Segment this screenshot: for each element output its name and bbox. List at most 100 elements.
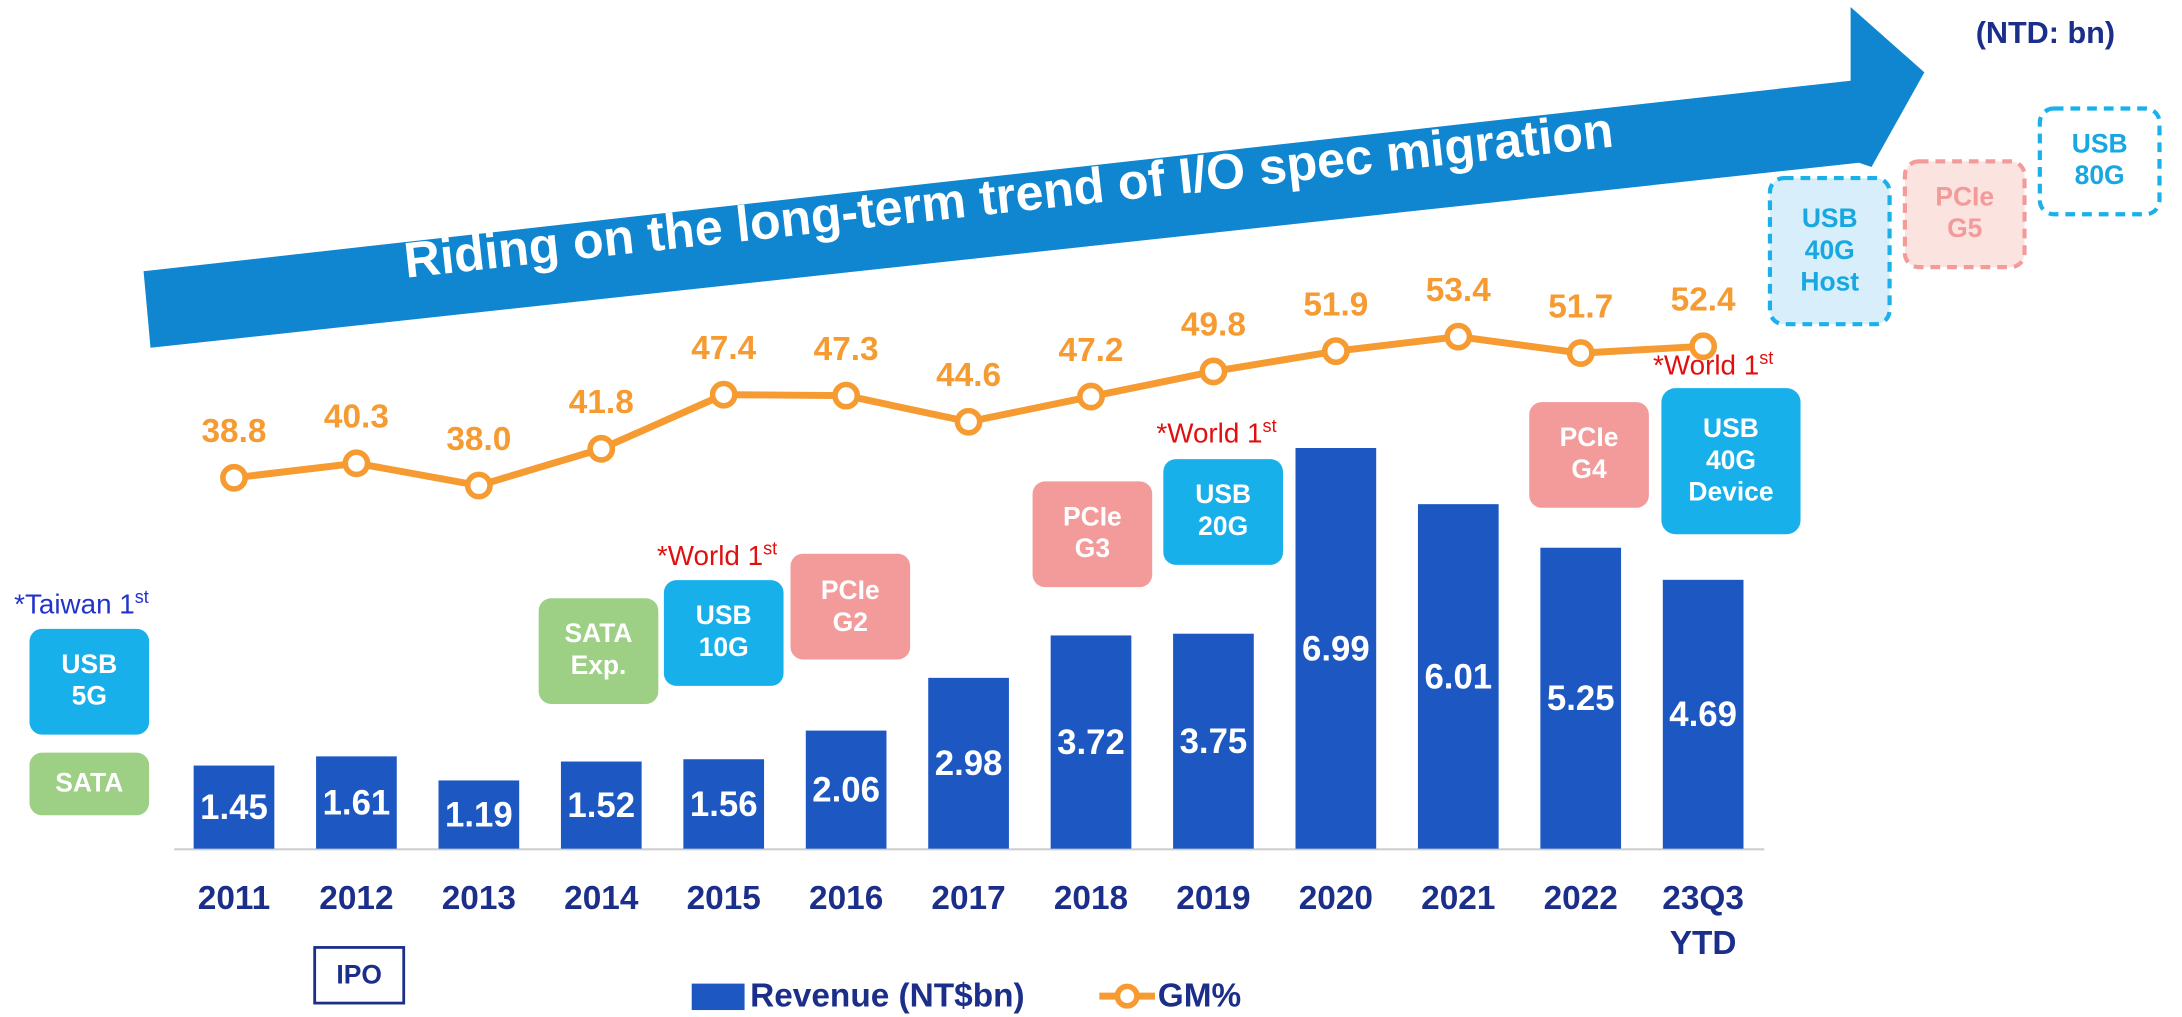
line-value-label: 51.7 bbox=[1548, 288, 1613, 325]
line-value-label: 40.3 bbox=[324, 399, 389, 436]
line-value-label: 52.4 bbox=[1671, 282, 1736, 319]
annotation: *World 1st bbox=[1156, 416, 1276, 449]
annotation: *World 1st bbox=[657, 538, 777, 571]
badge-box bbox=[1163, 459, 1283, 565]
x-tick-label: 2021 bbox=[1421, 880, 1495, 917]
bar-value-label: 1.56 bbox=[690, 786, 758, 824]
x-tick-label: 2019 bbox=[1176, 880, 1250, 917]
badge-box bbox=[1529, 402, 1649, 508]
line-point bbox=[1321, 337, 1350, 366]
badge: PCIe G5 bbox=[1935, 181, 1994, 243]
bar-value-label: 6.01 bbox=[1424, 658, 1492, 696]
badge: USB 20G bbox=[1195, 479, 1251, 541]
badge-box bbox=[29, 752, 150, 816]
badge: USB 10G bbox=[696, 600, 752, 662]
badge-box bbox=[790, 553, 911, 660]
bar-value-label: 3.75 bbox=[1180, 723, 1248, 761]
line-point bbox=[832, 381, 861, 410]
bar-value-label: 2.98 bbox=[935, 745, 1003, 783]
line-point bbox=[709, 380, 738, 409]
badge: USB 40G Device bbox=[1688, 413, 1773, 506]
badge: SATA bbox=[55, 768, 123, 798]
x-tick-label: 2011 bbox=[198, 880, 270, 917]
badge: PCIe G4 bbox=[1560, 422, 1619, 484]
bar bbox=[438, 780, 520, 849]
bar bbox=[1295, 447, 1377, 849]
badge-box bbox=[313, 946, 406, 1005]
trend-arrow bbox=[143, 6, 1925, 348]
badge-box bbox=[1767, 175, 1892, 327]
badge: IPO bbox=[336, 960, 382, 990]
badge-box bbox=[1661, 388, 1801, 535]
bar-value-label: 3.72 bbox=[1057, 724, 1125, 762]
badge-box bbox=[538, 598, 659, 704]
bar bbox=[193, 765, 275, 849]
badge: USB 40G Host bbox=[1800, 203, 1859, 296]
bar-value-label: 1.52 bbox=[567, 787, 635, 825]
bar bbox=[683, 759, 765, 849]
annotation: *Taiwan 1st bbox=[14, 587, 149, 620]
line-value-label: 51.9 bbox=[1303, 286, 1368, 323]
line-point bbox=[464, 471, 493, 500]
x-tick-label: 23Q3 YTD bbox=[1662, 880, 1744, 962]
x-tick-label: 2012 bbox=[319, 880, 393, 917]
badge: USB 5G bbox=[61, 649, 117, 711]
x-tick-label: 2022 bbox=[1544, 880, 1618, 917]
legend-swatch bbox=[1114, 983, 1140, 1009]
bar bbox=[1417, 504, 1499, 849]
line-value-label: 41.8 bbox=[569, 384, 634, 421]
bar bbox=[560, 761, 642, 849]
badge: PCIe G2 bbox=[821, 575, 880, 637]
bar-value-label: 1.19 bbox=[445, 797, 513, 835]
line-point bbox=[1077, 382, 1105, 411]
line-point bbox=[1199, 357, 1228, 386]
legend-swatch bbox=[691, 983, 745, 1011]
badge: SATA Exp. bbox=[564, 618, 632, 680]
badge: USB 80G bbox=[2072, 129, 2128, 191]
bar bbox=[316, 756, 397, 849]
x-tick-label: 2013 bbox=[442, 880, 516, 917]
line-point bbox=[220, 463, 248, 492]
badge-box bbox=[1902, 159, 2027, 270]
badge-box bbox=[1032, 481, 1153, 588]
x-tick-label: 2014 bbox=[564, 880, 639, 917]
line-value-label: 49.8 bbox=[1181, 307, 1246, 344]
bar bbox=[928, 677, 1009, 849]
x-tick-label: 2016 bbox=[809, 880, 883, 917]
legend-label: Revenue (NT$bn) bbox=[750, 977, 1024, 1014]
badge-box bbox=[29, 628, 150, 735]
line-point bbox=[954, 407, 983, 436]
badge-box bbox=[663, 580, 784, 686]
bar-value-label: 5.25 bbox=[1547, 680, 1615, 718]
bar-value-label: 6.99 bbox=[1302, 630, 1370, 668]
bar-value-label: 4.69 bbox=[1669, 696, 1737, 734]
line-value-label: 44.6 bbox=[936, 357, 1001, 394]
bar bbox=[1662, 579, 1744, 849]
line-point bbox=[1444, 322, 1473, 351]
legend-label: GM% bbox=[1158, 977, 1241, 1014]
bar bbox=[1050, 635, 1132, 849]
bar-value-label: 1.45 bbox=[200, 789, 268, 827]
badge: PCIe G3 bbox=[1063, 501, 1122, 563]
unit-note: (NTD: bn) bbox=[1976, 16, 2115, 50]
line-point bbox=[1566, 339, 1595, 367]
line-value-label: 47.4 bbox=[691, 330, 756, 367]
bar-value-label: 2.06 bbox=[812, 772, 880, 810]
bar-value-label: 1.61 bbox=[323, 784, 391, 822]
line-value-label: 53.4 bbox=[1426, 272, 1491, 309]
line-point bbox=[587, 434, 616, 463]
badge-box bbox=[2037, 106, 2162, 217]
line-value-label: 47.2 bbox=[1059, 332, 1124, 369]
x-tick-label: 2018 bbox=[1054, 880, 1128, 917]
x-tick-label: 2017 bbox=[931, 880, 1005, 917]
bar bbox=[1173, 633, 1254, 849]
x-tick-label: 2015 bbox=[687, 880, 761, 917]
line-point bbox=[1689, 332, 1718, 361]
bar bbox=[1540, 547, 1622, 849]
line-value-label: 38.8 bbox=[202, 413, 267, 450]
line-value-label: 47.3 bbox=[814, 331, 879, 368]
line-point bbox=[342, 449, 371, 478]
line-value-label: 38.0 bbox=[446, 421, 511, 458]
x-tick-label: 2020 bbox=[1299, 880, 1373, 917]
